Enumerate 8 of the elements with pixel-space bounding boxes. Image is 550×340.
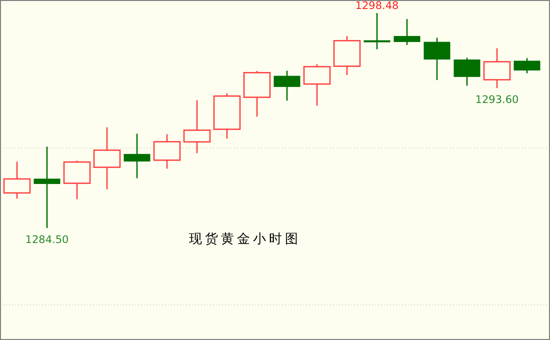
annotation: 1298.48 — [355, 0, 399, 12]
annotation: 1293.60 — [475, 94, 519, 106]
candlestick — [183, 100, 211, 154]
candlestick — [93, 126, 121, 190]
candlestick — [124, 133, 150, 179]
annotation: 1284.50 — [25, 234, 69, 246]
candlestick — [34, 146, 60, 229]
text: 现货黄金小时图 — [189, 232, 301, 247]
